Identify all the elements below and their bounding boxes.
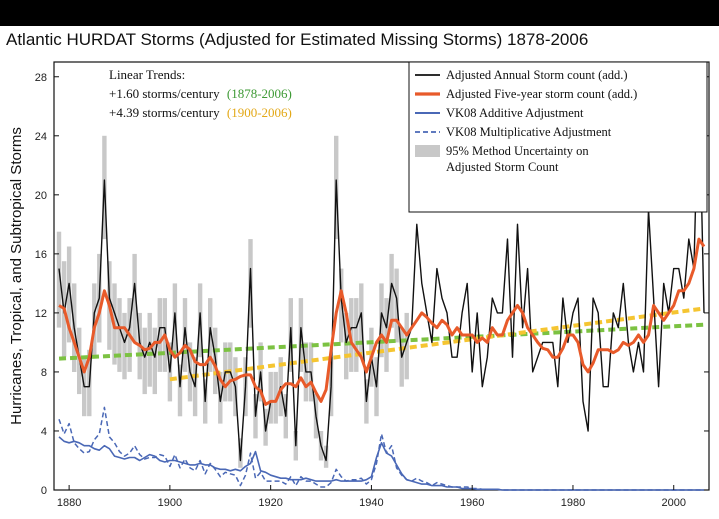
trend-line-1878-2006: [58, 322, 705, 361]
uncertainty-bar: [122, 312, 127, 380]
legend-label-vk08-additive: VK08 Additive Adjustment: [446, 106, 584, 120]
uncertainty-bar: [384, 298, 389, 372]
annotation-rate-1: +1.60 storms/century: [109, 86, 220, 101]
annotation-heading: Linear Trends:: [109, 67, 185, 82]
x-tick-label: 1960: [460, 497, 484, 509]
x-tick-label: 1920: [258, 497, 282, 509]
x-tick-label: 1980: [561, 497, 585, 509]
series-line-1: [58, 237, 706, 406]
uncertainty-bar: [56, 231, 62, 328]
chart-figure: Atlantic HURDAT Storms (Adjusted for Est…: [0, 26, 719, 519]
annotation-period-1: (1878-2006): [227, 86, 292, 101]
legend-symbols: [415, 74, 440, 157]
uncertainty-bar: [142, 327, 147, 395]
series-lines: [58, 76, 706, 491]
legend-label-five-year: Adjusted Five-year storm count (add.): [446, 87, 637, 101]
uncertainty-bar: [152, 327, 157, 395]
uncertainty-bar: [66, 246, 72, 343]
chart-title: Atlantic HURDAT Storms (Adjusted for Est…: [6, 30, 588, 49]
annotation-line-1: +1.60 storms/century (1878-2006): [109, 86, 292, 101]
y-tick-label: 12: [35, 308, 47, 320]
plot-frame: [53, 61, 710, 491]
y-tick-label: 28: [35, 72, 47, 84]
uncertainty-bar: [177, 364, 183, 417]
legend-label-annual: Adjusted Annual Storm count (add.): [446, 68, 628, 82]
chart-svg: Atlantic HURDAT Storms (Adjusted for Est…: [6, 30, 710, 509]
y-axis-label: Hurricanes, Tropical, and Subtropical St…: [8, 127, 25, 425]
x-tick-label: 1940: [359, 497, 383, 509]
legend-label-vk08-multiplicative: VK08 Multiplicative Adjustment: [446, 125, 612, 139]
y-tick-label: 20: [35, 190, 47, 202]
annotation-line-2: +4.39 storms/century (1900-2006): [109, 105, 292, 120]
y-tick-label: 24: [35, 131, 47, 143]
trend-line-1900-2006: [169, 306, 705, 382]
uncertainty-bar: [354, 298, 359, 372]
y-tick-label: 8: [41, 367, 47, 379]
uncertainty-bar: [389, 253, 394, 328]
uncertainty-bar: [404, 312, 409, 380]
x-tick-label: 1880: [57, 497, 81, 509]
trend-annotation: Linear Trends: +1.60 storms/century (187…: [109, 67, 292, 120]
uncertainty-bar: [132, 253, 137, 343]
series-line-2: [58, 436, 704, 491]
legend-swatch-uncertainty: [415, 145, 440, 157]
axes: 0 4 8 12 16 20 24 28 1880 1900 1920 1940 1960 1980 200…: [35, 72, 709, 509]
y-tick-label: 4: [41, 426, 47, 438]
x-tick-label: 2000: [661, 497, 685, 509]
y-tick-label: 0: [41, 485, 47, 497]
x-tick-label: 1900: [158, 497, 182, 509]
legend-label-uncertainty: 95% Method Uncertainty on: [446, 144, 589, 158]
uncertainty-bar: [117, 298, 122, 372]
annotation-period-2: (1900-2006): [227, 105, 292, 120]
y-tick-label: 16: [35, 249, 47, 261]
trend-lines: [58, 306, 705, 382]
uncertainty-bar: [157, 298, 162, 372]
annotation-rate-2: +4.39 storms/century: [109, 105, 220, 120]
series-line-3: [58, 406, 704, 491]
legend-label-uncertainty-2: Adjusted Storm Count: [446, 160, 559, 174]
uncertainty-bar: [339, 268, 344, 343]
uncertainty-bar: [268, 371, 273, 424]
legend: Adjusted Annual Storm count (add.) Adjus…: [408, 61, 708, 213]
uncertainty-bar: [344, 312, 349, 380]
legend-box: [408, 61, 708, 213]
